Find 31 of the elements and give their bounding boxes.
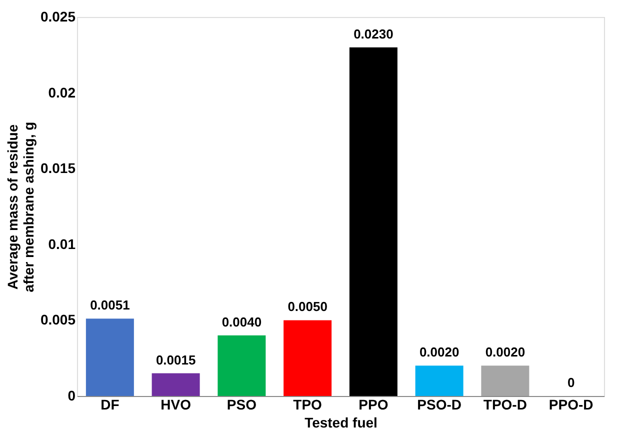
- bar: [349, 47, 398, 396]
- data-label: 0.0050: [288, 299, 328, 314]
- x-tick-label: DF: [100, 396, 120, 412]
- y-tick-label: 0: [68, 388, 76, 404]
- y-tick-label: 0.025: [40, 8, 76, 24]
- y-tick-label: 0.005: [40, 312, 76, 328]
- data-label: 0.0051: [90, 298, 130, 313]
- x-tick-label: PPO: [358, 396, 388, 412]
- data-label: 0.0040: [222, 314, 262, 330]
- x-tick-label: TPO-D: [483, 396, 527, 412]
- y-axis-title: Average mass of residue after membrane ashing, g: [4, 122, 36, 292]
- bar: [152, 373, 200, 396]
- bar: [415, 366, 464, 396]
- bar: [218, 335, 266, 396]
- x-tick-label: PPO-D: [548, 396, 594, 412]
- y-tick-label: 0.02: [48, 84, 76, 100]
- data-label: 0.0015: [156, 352, 196, 368]
- x-tick-label: HVO: [160, 396, 192, 412]
- bar: [86, 318, 134, 396]
- y-tick-label: 0.015: [40, 160, 76, 176]
- y-tick-label: 0.01: [48, 236, 76, 252]
- data-label: 0: [567, 375, 575, 390]
- x-tick-label: TPO: [293, 396, 322, 412]
- x-tick-label: PSO-D: [417, 396, 462, 412]
- data-label: 0.0230: [354, 26, 394, 42]
- data-label: 0.0020: [419, 344, 460, 360]
- x-axis-title: Tested fuel: [304, 414, 378, 430]
- bar: [284, 320, 332, 396]
- x-tick-label: PSO: [226, 396, 257, 412]
- bar: [481, 366, 530, 396]
- data-label: 0.0020: [485, 344, 526, 360]
